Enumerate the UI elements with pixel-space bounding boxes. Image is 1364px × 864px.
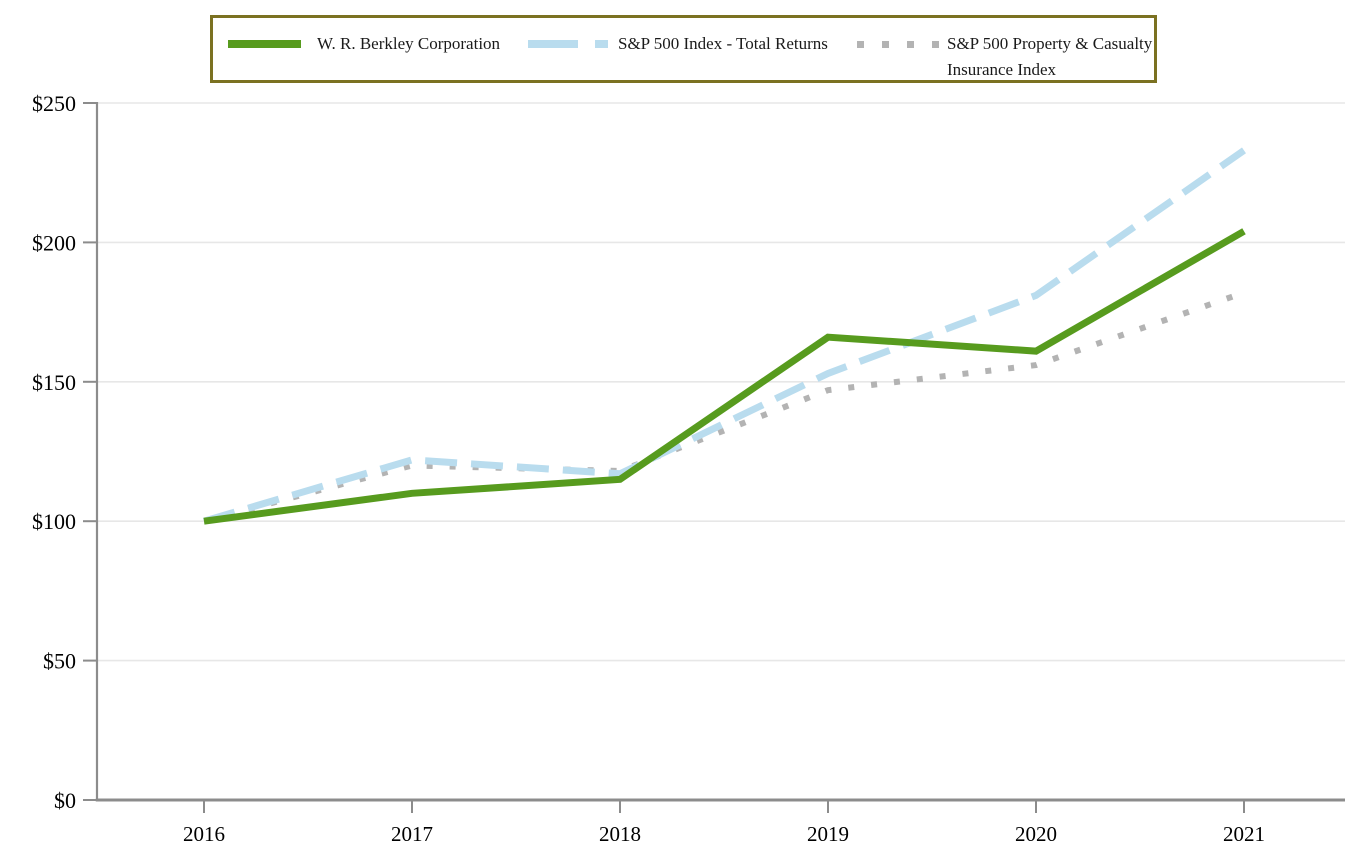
x-tick-label: 2018: [599, 822, 641, 846]
y-tick-label: $100: [32, 509, 76, 534]
legend-swatch-dashed-line-icon: [528, 40, 608, 48]
legend-swatch-dotted-line-icon: [857, 41, 939, 48]
chart-legend: W. R. Berkley Corporation S&P 500 Index …: [210, 15, 1157, 83]
series-line-0: [203, 228, 1246, 525]
legend-item-sp500: S&P 500 Index - Total Returns: [528, 31, 828, 57]
dot-segment: [882, 41, 889, 48]
y-tick-label: $0: [54, 788, 76, 813]
dash-segment: [528, 40, 578, 48]
dash-segment: [595, 40, 608, 48]
y-tick-label: $50: [43, 649, 76, 674]
x-tick-label: 2021: [1223, 822, 1265, 846]
y-tick-label: $250: [32, 91, 76, 116]
series-line-2: [203, 289, 1245, 525]
dot-segment: [907, 41, 914, 48]
x-tick-label: 2016: [183, 822, 225, 846]
x-tick-label: 2020: [1015, 822, 1057, 846]
dot-segment: [857, 41, 864, 48]
legend-label-sp500-pc: S&P 500 Property & Casualty Insurance In…: [947, 34, 1153, 79]
legend-swatch-solid-line-icon: [228, 40, 301, 48]
legend-label-wrb: W. R. Berkley Corporation: [317, 34, 501, 53]
y-tick-label: $150: [32, 370, 76, 395]
y-tick-label: $200: [32, 230, 76, 255]
legend-label-sp500: S&P 500 Index - Total Returns: [618, 34, 828, 53]
x-tick-label: 2019: [807, 822, 849, 846]
legend-item-wrb: W. R. Berkley Corporation: [228, 31, 500, 57]
legend-item-sp500-pc: S&P 500 Property & Casualty Insurance In…: [857, 31, 1172, 83]
dot-segment: [932, 41, 939, 48]
series-line-1: [203, 147, 1247, 525]
x-tick-label: 2017: [391, 822, 433, 846]
